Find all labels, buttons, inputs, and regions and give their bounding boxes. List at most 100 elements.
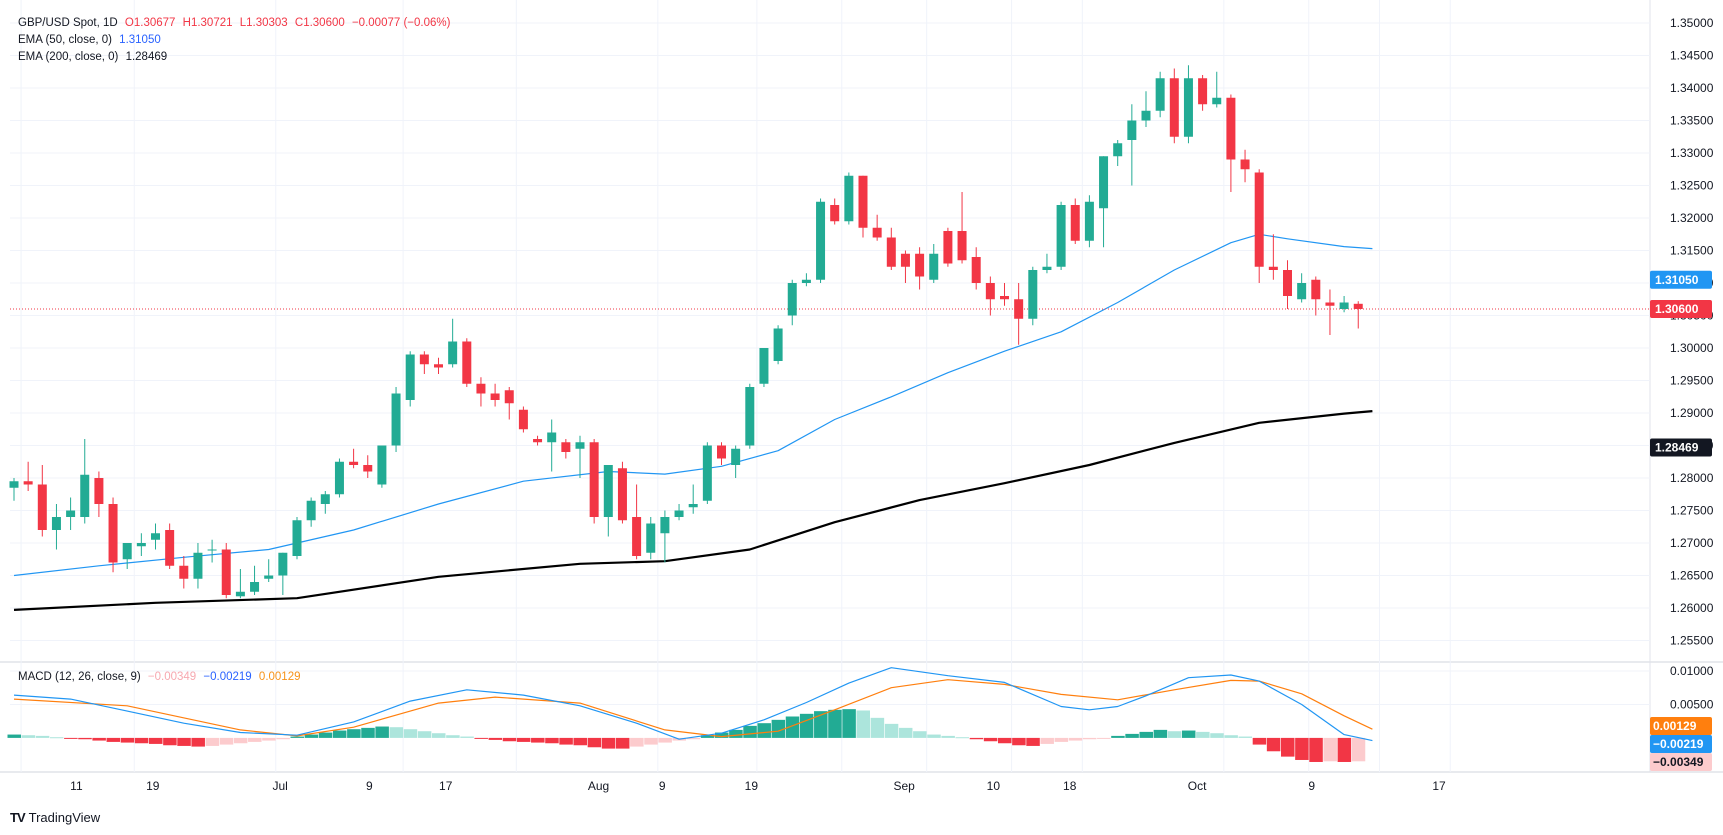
price-tick-label: 1.33500 [1670,114,1714,128]
macd-hist-bar [1012,737,1026,746]
macd-tick-label: 0.01000 [1670,664,1714,678]
macd-hist-bar [1309,737,1323,762]
macd-hist-bar [177,737,191,746]
candle-body [603,465,613,517]
candle-body [476,383,486,394]
tradingview-brand[interactable]: TV TradingView [10,810,100,825]
macd-hist-bar [332,730,347,738]
open-value: O1.30677 [124,17,176,29]
candle-body [900,253,910,267]
macd-hist-bar [7,734,21,738]
macd-hist-bar [658,737,672,743]
macd-signal-value: 0.00129 [258,671,301,683]
candle-body [1042,266,1052,270]
candle-body [320,494,330,504]
macd-hist-bar [1054,737,1069,742]
candle-body [1169,78,1179,137]
macd-hist-bar [417,731,432,738]
candle-body [1127,120,1137,140]
macd-hist-bar [134,737,149,744]
time-tick-label: 19 [146,779,160,793]
candle-body [94,478,104,504]
macd-hist-bar [389,727,404,738]
candle-body [1028,270,1038,319]
macd-hist-bar [276,737,290,740]
candle-body [122,543,132,560]
candle-body [334,461,344,495]
candle-body [1084,201,1094,241]
candle-body [193,552,203,579]
candle-body [589,442,599,517]
time-tick-label: 17 [439,779,453,793]
time-tick-label: Aug [588,779,609,793]
candle-body [985,283,995,300]
macd-hist-bar [163,737,177,746]
macd-hist-bar [262,737,276,741]
candle-body [617,468,627,521]
last-price-label-bg [1650,300,1712,318]
time-tick-label: 17 [1432,779,1446,793]
candle-body [971,257,981,283]
time-tick-label: Sep [893,779,915,793]
main-legend: GBP/USD Spot, 1D O1.30677 H1.30721 L1.30… [18,17,454,29]
macd-hist-bar [1337,737,1352,762]
ema50-value: 1.31050 [119,34,161,46]
candle-body [23,481,33,485]
candle-body [235,591,245,597]
candle-body [278,552,288,576]
macd-hist-bar [92,737,106,741]
candle-body [844,175,854,222]
macd-hist-bar [1181,730,1196,738]
macd-hist-bar [375,726,389,738]
macd-hist-bar [771,719,786,738]
brand-name: TradingView [28,810,101,825]
price-tick-label: 1.28000 [1670,471,1714,485]
candle-body [1283,270,1292,296]
candle-body [957,231,967,261]
macd-hist-bar [898,727,913,738]
candle-body [1056,205,1066,267]
macd-hist-bar [49,737,64,739]
macd-hist-bar [64,737,78,739]
candle-body [207,549,217,551]
time-tick-label: 18 [1063,779,1077,793]
macd-hist-bar [715,732,729,738]
candle-body [405,354,415,400]
ema50-price-label: 1.31050 [1655,273,1699,287]
candle-body [787,283,797,316]
macd-line-value: −0.00219 [203,671,252,683]
macd-line-price-label: −0.00219 [1653,737,1704,751]
candle-body [1212,97,1222,105]
price-tick-label: 1.30000 [1670,341,1714,355]
candle-body [1070,205,1080,241]
vertical-grid [20,0,1451,772]
macd-hist-bar [1068,737,1083,741]
macd-hist-bar [205,737,220,746]
candle-body [1155,78,1165,111]
ema50-price-label-bg [1650,270,1712,289]
candle-body [80,474,90,517]
candle-body [448,341,458,365]
price-tick-label: 1.32000 [1670,211,1714,225]
candle-body [518,409,528,430]
high-value: H1.30721 [182,17,233,29]
macd-hist-bar [248,737,262,742]
macd-hist-bar [304,734,319,738]
macd-hist-bar [644,737,658,745]
candle-body [702,445,712,501]
candle-body [9,481,19,488]
candle-body [165,530,175,566]
candle-body [136,543,146,547]
macd-hist-bar [21,735,36,738]
macd-signal-price-label-bg [1650,717,1712,735]
candle-body [1268,266,1278,270]
macd-signal-price-label: 0.00129 [1653,719,1697,733]
change-value: −0.00077 (−0.06%) [351,17,451,29]
candles [9,65,1363,599]
candle-body [490,393,500,400]
time-tick-label: Jul [272,779,287,793]
macd-hist-bar [884,723,899,738]
time-tick-label: 10 [987,779,1001,793]
macd-hist-bar [191,737,205,747]
